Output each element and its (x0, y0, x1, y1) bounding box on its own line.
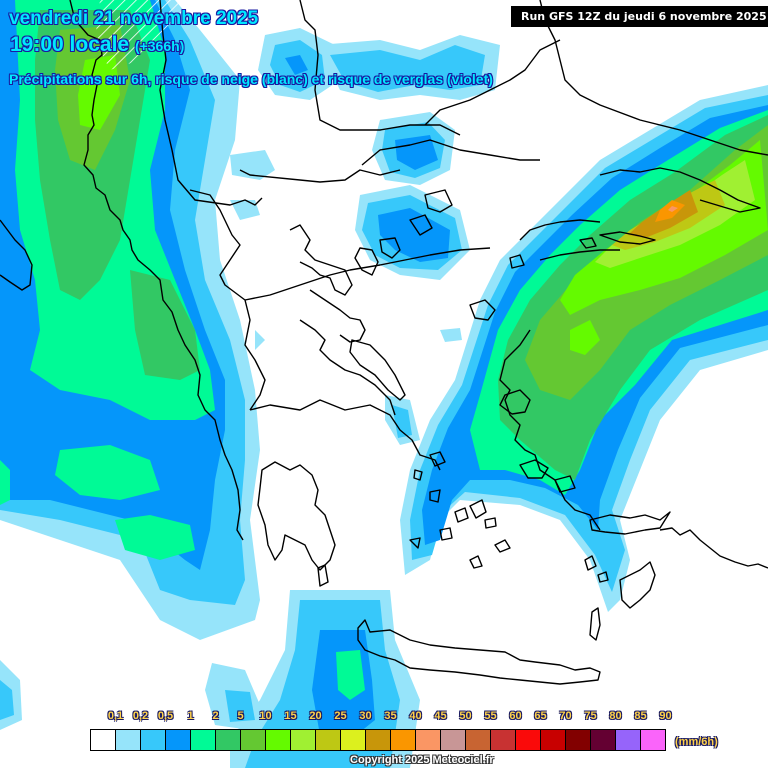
legend-swatch (166, 730, 191, 750)
map-subtitle: Précipitations sur 6h, risque de neige (… (9, 71, 493, 87)
legend-swatch (141, 730, 166, 750)
legend-label: 15 (284, 710, 297, 722)
forecast-lead-hours: (+366h) (134, 38, 185, 54)
legend-swatch (241, 730, 266, 750)
legend-swatch (566, 730, 591, 750)
legend-label: 10 (259, 710, 272, 722)
legend-swatch (616, 730, 641, 750)
legend-swatch (391, 730, 416, 750)
legend-label: 45 (434, 710, 447, 722)
legend-swatch (591, 730, 616, 750)
legend-label: 35 (384, 710, 397, 722)
legend-swatch (641, 730, 665, 750)
legend-label: 1 (187, 710, 194, 722)
legend-swatch (441, 730, 466, 750)
legend-label: 85 (634, 710, 647, 722)
legend-label: 0,2 (132, 710, 149, 722)
legend-swatch (316, 730, 341, 750)
legend-label: 75 (584, 710, 597, 722)
legend-swatch (91, 730, 116, 750)
legend-label: 0,1 (107, 710, 124, 722)
legend-label: 90 (659, 710, 672, 722)
copyright: Copyright 2025 Meteociel.fr (350, 754, 494, 766)
legend-swatch (541, 730, 566, 750)
east-precip-band (400, 85, 768, 612)
legend-swatch (116, 730, 141, 750)
legend-label: 0,5 (157, 710, 174, 722)
legend-swatch (366, 730, 391, 750)
legend-label: 20 (309, 710, 322, 722)
legend-swatch (516, 730, 541, 750)
west-precip-field (0, 0, 420, 768)
legend-label: 5 (237, 710, 244, 722)
legend-label: 65 (534, 710, 547, 722)
legend-label: 30 (359, 710, 372, 722)
legend-label: 40 (409, 710, 422, 722)
legend-swatch (191, 730, 216, 750)
legend-label: 55 (484, 710, 497, 722)
model-run-banner: Run GFS 12Z du jeudi 6 novembre 2025 (511, 6, 768, 27)
forecast-date: vendredi 21 novembre 2025 (9, 8, 259, 29)
legend-label: 2 (212, 710, 219, 722)
legend-swatch (466, 730, 491, 750)
legend-swatch (416, 730, 441, 750)
legend-swatch (491, 730, 516, 750)
legend-swatch (266, 730, 291, 750)
legend-unit: (mm/6h) (675, 736, 718, 748)
legend-label: 60 (509, 710, 522, 722)
north-precip-blobs (230, 28, 500, 445)
legend-label: 50 (459, 710, 472, 722)
legend-label: 80 (609, 710, 622, 722)
legend-swatch (291, 730, 316, 750)
legend-swatch (341, 730, 366, 750)
legend-label: 25 (334, 710, 347, 722)
legend-label: 70 (559, 710, 572, 722)
legend-swatch (216, 730, 241, 750)
forecast-time-label: 19:00 locale (10, 33, 130, 56)
legend-color-bar (90, 729, 666, 751)
forecast-time: 19:00 locale (+366h) (10, 33, 184, 57)
map-borders (0, 0, 768, 685)
